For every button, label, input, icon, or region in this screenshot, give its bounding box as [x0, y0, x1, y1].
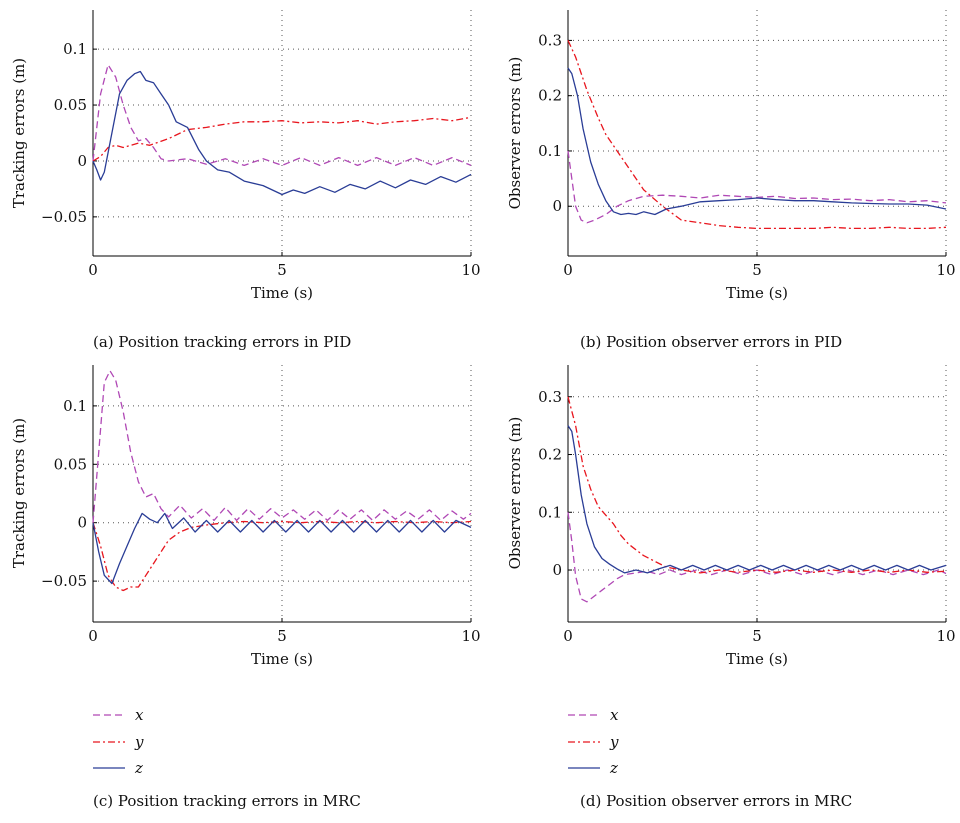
y-tick-label: 0.2 [538, 87, 562, 105]
series-line-z [92, 70, 472, 196]
series-line-z [567, 67, 947, 216]
series-line-z [567, 425, 947, 574]
y-tick-label: 0.1 [538, 142, 562, 160]
y-tick-label: 0.05 [54, 455, 87, 473]
series-line-z [92, 512, 472, 585]
y-tick-label: 0 [77, 514, 87, 532]
y-tick-label: 0 [552, 197, 562, 215]
y-tick-label: 0 [552, 561, 562, 579]
series-line-x [92, 370, 472, 523]
y-axis-label: Observer errors (m) [506, 57, 524, 210]
x-axis-label: Time (s) [251, 284, 313, 302]
legend-label-y: y [134, 733, 144, 751]
y-axis-label: Tracking errors (m) [10, 58, 28, 208]
caption-b: (b) Position observer errors in PID [580, 333, 842, 351]
caption-c: (c) Position tracking errors in MRC [93, 792, 361, 810]
legend-left: x y z [93, 706, 144, 777]
legend-label-y: y [609, 733, 619, 751]
legend-label-x: x [135, 706, 144, 724]
x-tick-label: 0 [88, 627, 98, 645]
series-line-x [92, 64, 472, 167]
x-axis-label: Time (s) [251, 650, 313, 668]
series-line-y [567, 396, 947, 574]
series-line-y [567, 40, 947, 230]
y-tick-label: −0.05 [41, 572, 87, 590]
y-tick-label: 0.1 [63, 40, 87, 58]
chart-panel-c: 0 5 10 −0.05 0 0.05 0.1 Time (s) Tracking errors… [10, 365, 481, 668]
legend-label-z: z [134, 759, 143, 777]
x-tick-label: 5 [752, 261, 762, 279]
x-tick-label: 5 [752, 627, 762, 645]
x-tick-label: 5 [277, 261, 287, 279]
chart-panel-a: 0 5 10 −0.05 0 0.05 0.1 Time (s) Tracking errors… [10, 10, 481, 302]
y-tick-label: 0.2 [538, 446, 562, 464]
x-tick-label: 10 [461, 627, 480, 645]
y-axis-label: Observer errors (m) [506, 417, 524, 570]
x-tick-label: 5 [277, 627, 287, 645]
caption-d: (d) Position observer errors in MRC [580, 792, 852, 810]
x-axis-label: Time (s) [726, 650, 788, 668]
y-tick-label: 0.3 [538, 31, 562, 49]
y-tick-label: 0.3 [538, 388, 562, 406]
x-tick-label: 10 [936, 627, 955, 645]
chart-panel-b: 0 5 10 0 0.1 0.2 0.3 Time (s) Observer errors (m… [506, 10, 956, 302]
y-tick-label: 0.05 [54, 96, 87, 114]
legend-label-x: x [610, 706, 619, 724]
legend-right: x y z [568, 706, 619, 777]
x-tick-label: 0 [88, 261, 98, 279]
y-tick-label: −0.05 [41, 208, 87, 226]
y-tick-label: 0.1 [63, 397, 87, 415]
legend-label-z: z [609, 759, 618, 777]
x-tick-label: 10 [461, 261, 480, 279]
x-axis-label: Time (s) [726, 284, 788, 302]
y-axis-label: Tracking errors (m) [10, 418, 28, 568]
series-line-x [567, 150, 947, 224]
x-tick-label: 0 [563, 261, 573, 279]
x-tick-label: 0 [563, 627, 573, 645]
x-tick-label: 10 [936, 261, 955, 279]
y-tick-label: 0.1 [538, 503, 562, 521]
series-line-y [92, 116, 472, 162]
caption-a: (a) Position tracking errors in PID [93, 333, 351, 351]
y-tick-label: 0 [77, 152, 87, 170]
series-line-x [567, 512, 947, 603]
chart-panel-d: 0 5 10 0 0.1 0.2 0.3 Time (s) Observer errors (m… [506, 365, 956, 668]
